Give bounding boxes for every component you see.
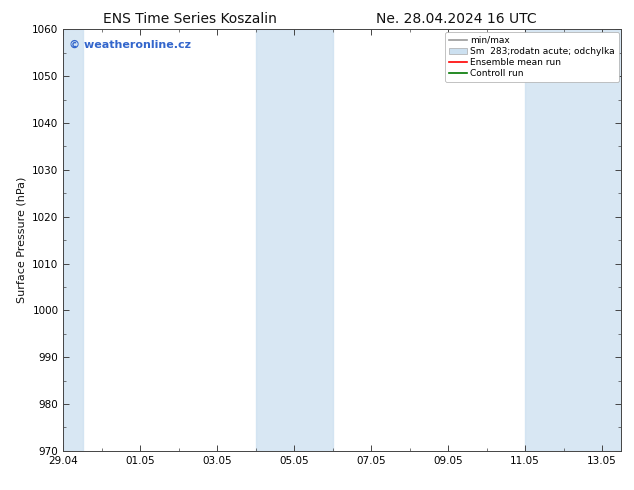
Legend: min/max, Sm  283;rodatn acute; odchylka, Ensemble mean run, Controll run: min/max, Sm 283;rodatn acute; odchylka, …	[445, 32, 619, 82]
Bar	[63, 29, 82, 451]
Y-axis label: Surface Pressure (hPa): Surface Pressure (hPa)	[16, 177, 27, 303]
Text: ENS Time Series Koszalin: ENS Time Series Koszalin	[103, 12, 277, 26]
Text: Ne. 28.04.2024 16 UTC: Ne. 28.04.2024 16 UTC	[376, 12, 537, 26]
Text: © weatheronline.cz: © weatheronline.cz	[69, 40, 191, 50]
Bar	[525, 29, 621, 451]
Bar	[256, 29, 333, 451]
